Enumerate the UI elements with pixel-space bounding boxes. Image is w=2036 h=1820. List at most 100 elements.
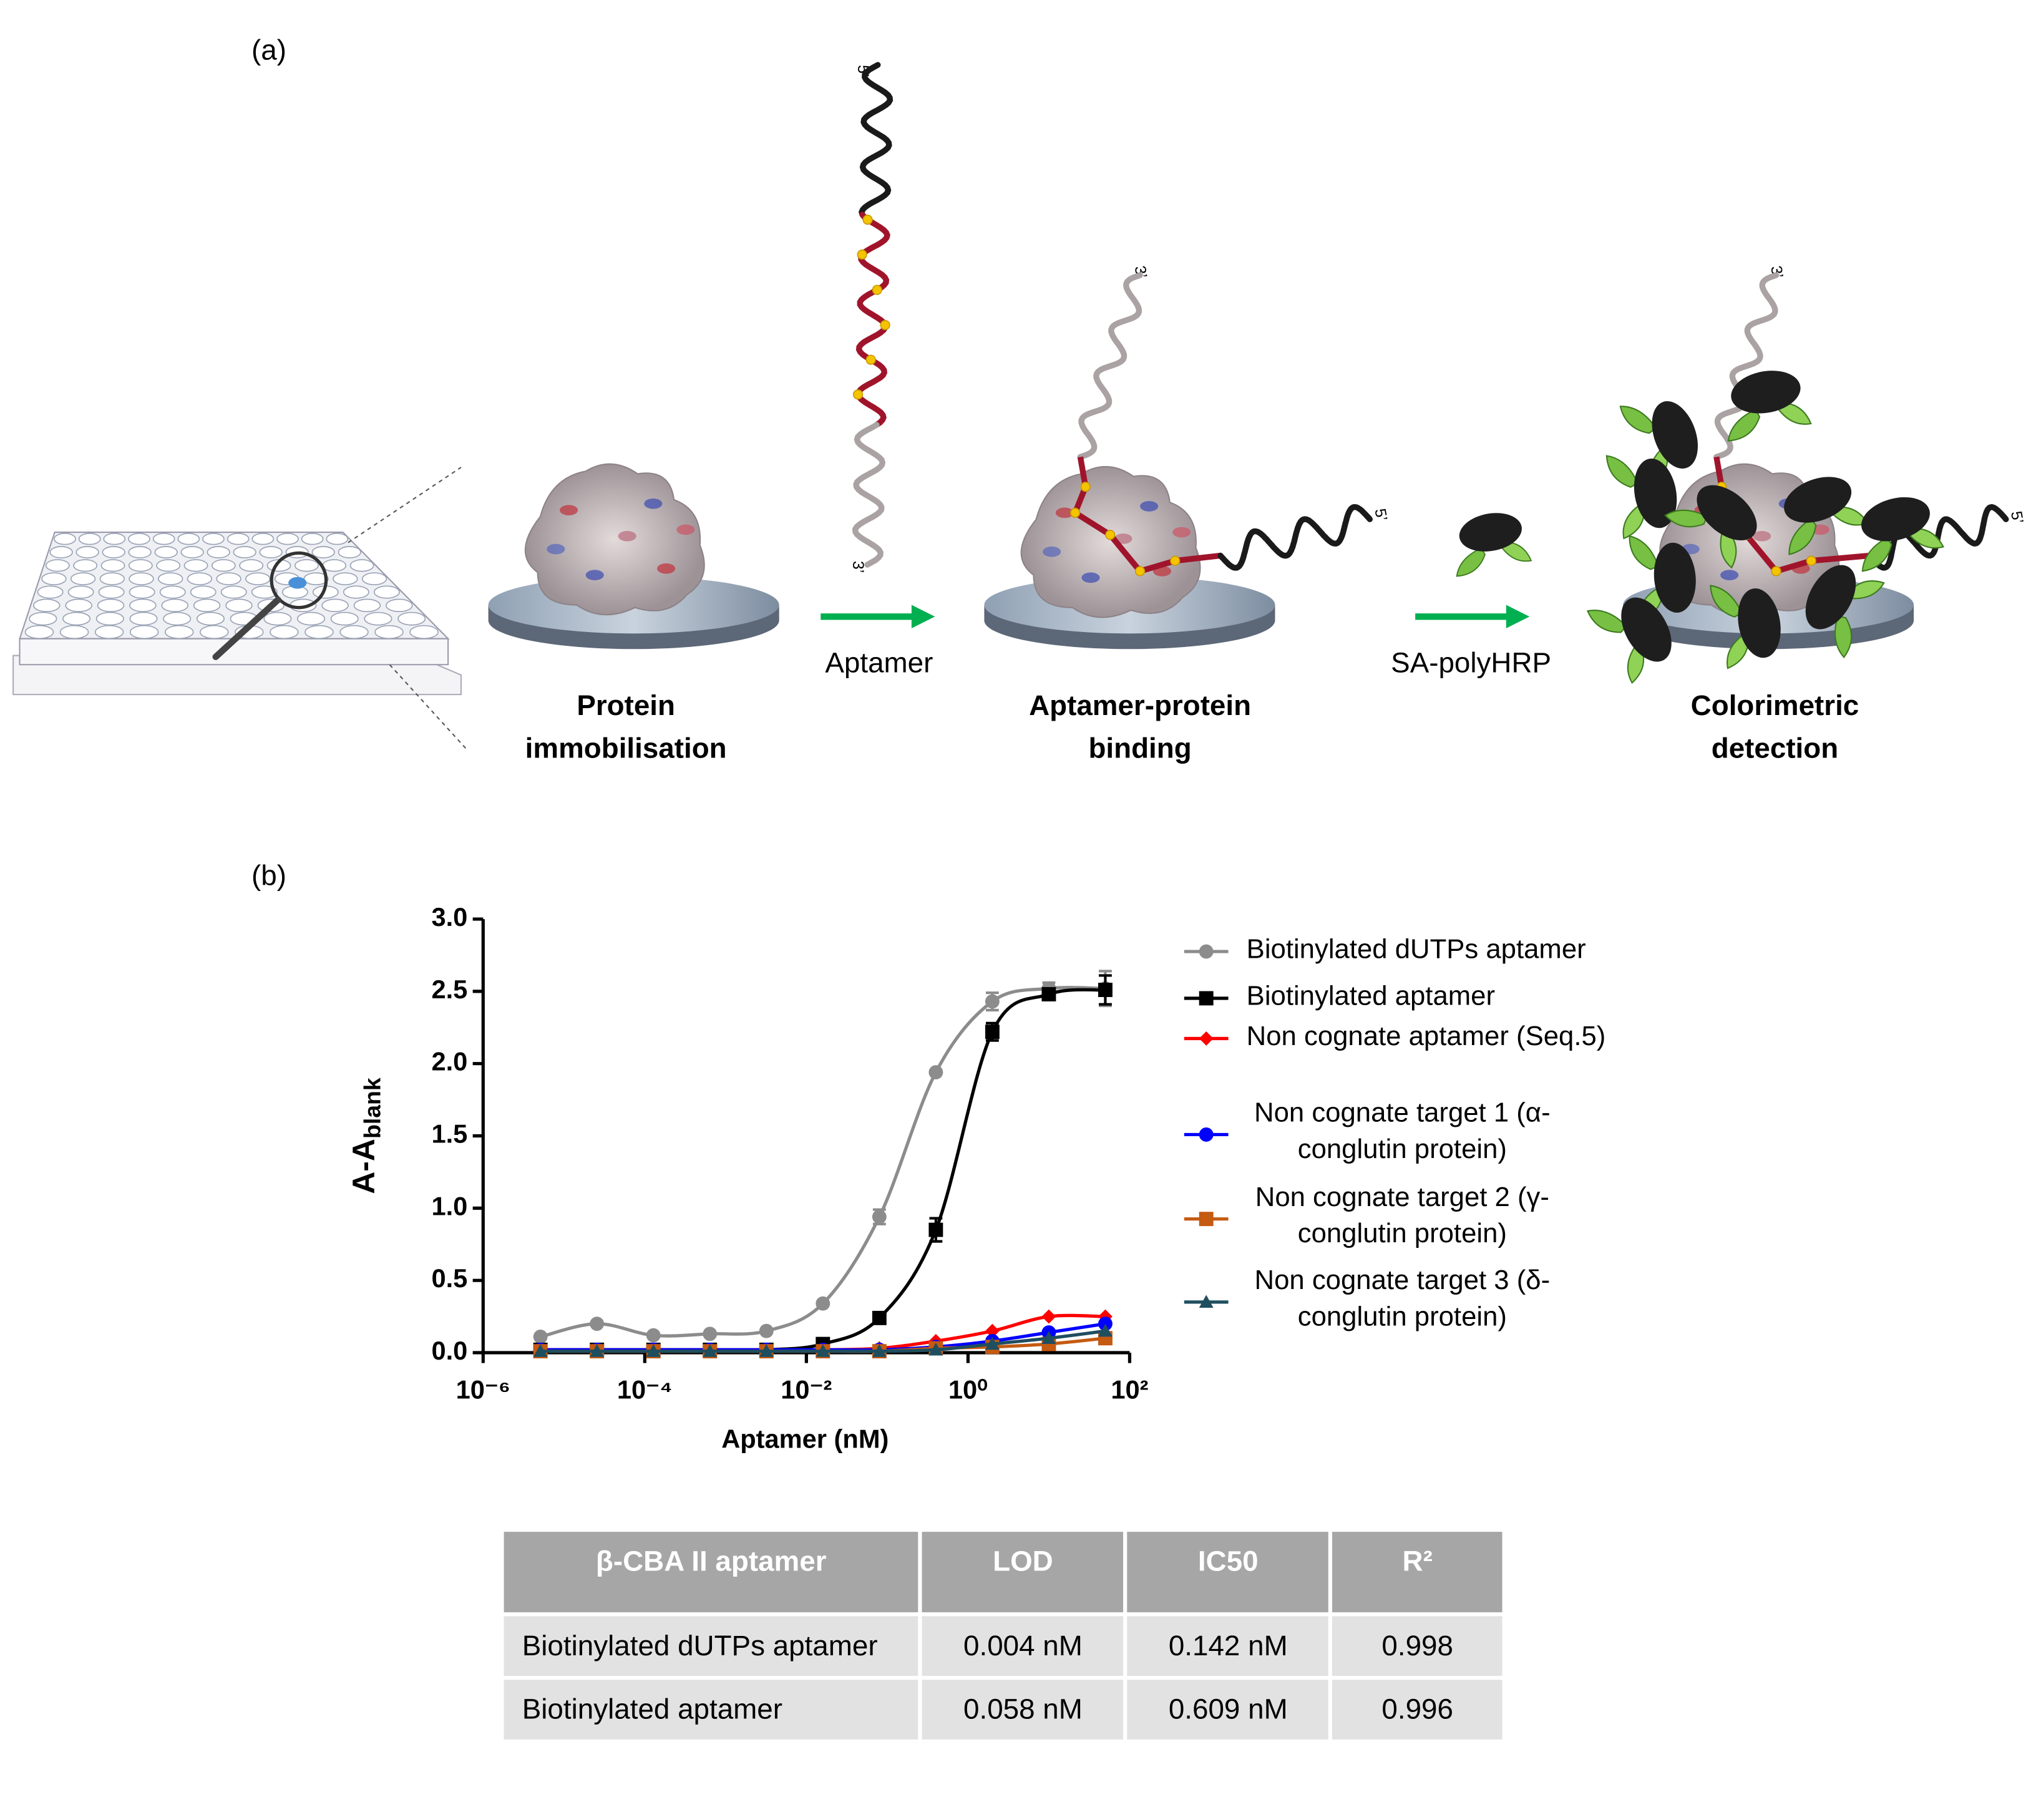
protein-patch: [547, 543, 565, 555]
well: [311, 546, 335, 558]
protein-patch: [1081, 572, 1100, 583]
x-tick-label: 10⁻⁴: [617, 1375, 673, 1404]
marker: [703, 1344, 718, 1357]
well: [301, 533, 324, 545]
well: [251, 533, 275, 545]
well: [294, 559, 319, 572]
arrow-head: [1506, 605, 1530, 629]
well: [374, 625, 404, 640]
protein-patch: [560, 505, 578, 515]
hrp: [1652, 401, 1698, 469]
step-label: immobilisation: [525, 732, 727, 764]
well: [37, 585, 64, 599]
marker: [533, 1330, 548, 1344]
well: [103, 533, 126, 545]
biotin-dot: [1170, 555, 1181, 566]
marker: [759, 1323, 774, 1338]
table-cell: 0.998: [1332, 1616, 1503, 1676]
strand-end: 5’: [2007, 510, 2027, 525]
well: [239, 559, 264, 572]
well: [78, 533, 101, 545]
panel-label: (a): [251, 34, 286, 66]
marker: [872, 1209, 887, 1224]
marker: [872, 1310, 887, 1325]
well: [343, 585, 369, 599]
magnifier: [270, 551, 328, 610]
well: [207, 546, 230, 558]
marker: [590, 1316, 605, 1331]
protein-patch: [644, 498, 663, 509]
well: [62, 611, 91, 626]
marker: [928, 1065, 943, 1080]
y-tick-label: 0.5: [431, 1263, 467, 1293]
well: [333, 572, 358, 585]
table-cell: 0.004 nM: [922, 1616, 1124, 1676]
well: [45, 559, 70, 572]
marker: [1041, 1309, 1056, 1324]
dna-strand: [1077, 272, 1143, 460]
well: [276, 533, 299, 545]
strand-end: 3’: [849, 561, 867, 573]
marker: [1199, 1212, 1214, 1227]
marker: [872, 1344, 887, 1357]
table-cell: 0.609 nM: [1127, 1680, 1329, 1740]
hrp: [1634, 459, 1677, 528]
biotin-dot: [1771, 566, 1781, 577]
biotin-dot: [1069, 507, 1081, 518]
table-cell: 0.142 nM: [1127, 1616, 1329, 1676]
marker: [1199, 1031, 1214, 1046]
legend-label: Biotinylated dUTPs aptamer: [1246, 935, 1586, 965]
well: [29, 611, 57, 626]
dna-strand: [1217, 504, 1373, 571]
x-axis-label: Aptamer (nM): [721, 1424, 889, 1453]
well: [129, 585, 155, 599]
biotin-dot: [880, 319, 890, 331]
well: [187, 572, 213, 585]
well: [129, 572, 154, 585]
biotin-dot: [1080, 482, 1091, 492]
well: [199, 625, 229, 640]
marker: [1199, 991, 1214, 1006]
y-tick-label: 1.5: [431, 1119, 467, 1149]
biotin-dot: [862, 215, 873, 225]
protein: [1020, 465, 1201, 618]
well: [159, 585, 186, 599]
streptavidin: [1834, 615, 1853, 659]
marker: [590, 1344, 605, 1357]
legend-entry: Non cognate target 3 (δ-conglutin protei…: [1255, 1266, 1551, 1332]
well: [73, 559, 98, 572]
streptavidin: [1629, 535, 1659, 570]
marker: [646, 1344, 661, 1357]
biotin-dot: [872, 285, 882, 295]
marker: [1199, 1295, 1214, 1308]
streptavidin: [1727, 409, 1761, 442]
dna-strand: [855, 212, 890, 428]
sa-polyhrp: [1805, 565, 1885, 659]
well: [226, 533, 250, 545]
well: [225, 598, 253, 613]
y-tick-label: 0.0: [431, 1336, 467, 1365]
legend-label: Non cognate target 1 (α-conglutin protei…: [1254, 1098, 1551, 1165]
y-axis-label: A-Ablank: [346, 1078, 385, 1194]
well: [128, 533, 150, 545]
well: [304, 625, 334, 640]
well: [154, 546, 178, 558]
sa-polyhrp: [1664, 485, 1757, 569]
well: [161, 598, 188, 613]
protein: [524, 463, 705, 616]
fit-curve: [540, 986, 1106, 1339]
well: [190, 585, 217, 599]
y-tick-label: 2.0: [431, 1047, 467, 1076]
well: [330, 611, 359, 626]
well: [100, 559, 125, 572]
fit-curve: [540, 988, 1106, 1352]
well: [349, 559, 374, 572]
streptavidin: [1619, 406, 1657, 434]
dna-strand: [1713, 272, 1780, 460]
x-tick-label: 10²: [1111, 1375, 1148, 1404]
marker: [1041, 1331, 1056, 1344]
well: [129, 598, 157, 613]
well: [95, 611, 124, 626]
sa-polyhrp: [1727, 371, 1812, 442]
well: [164, 625, 194, 640]
